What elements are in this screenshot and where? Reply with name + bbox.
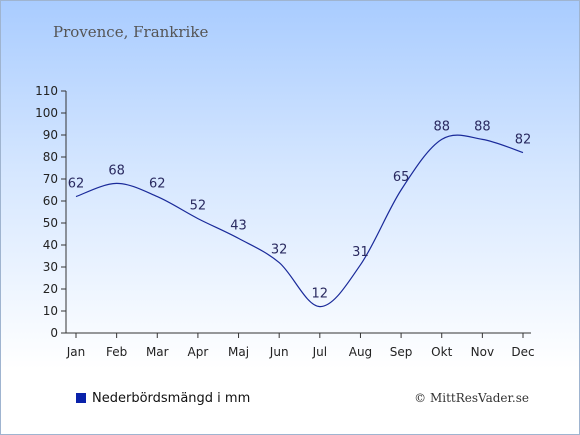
x-tick-label: Dec <box>511 345 534 359</box>
y-tick-label: 10 <box>43 304 58 318</box>
data-label: 82 <box>515 133 532 148</box>
x-tick-label: Mar <box>146 345 169 359</box>
data-label: 88 <box>474 119 491 134</box>
x-tick-label: Feb <box>106 345 127 359</box>
chart-title: Provence, Frankrike <box>53 23 209 41</box>
y-tick-label: 80 <box>43 150 58 164</box>
data-label: 32 <box>271 243 288 258</box>
data-label: 62 <box>149 177 166 192</box>
x-tick-label: Jan <box>66 345 86 359</box>
x-tick-label: Apr <box>188 345 209 359</box>
data-label: 12 <box>312 287 329 302</box>
x-tick-label: Maj <box>228 345 249 359</box>
data-label: 31 <box>352 245 369 260</box>
copyright-notice: © MittResVader.se <box>414 391 529 405</box>
legend-swatch <box>76 393 86 403</box>
data-label: 62 <box>68 177 85 192</box>
legend: Nederbördsmängd i mm <box>76 391 250 406</box>
x-tick-label: Okt <box>431 345 452 359</box>
y-tick-label: 30 <box>43 260 58 274</box>
y-tick-label: 70 <box>43 172 58 186</box>
x-tick-label: Jun <box>269 345 289 359</box>
data-label: 43 <box>230 218 247 233</box>
y-tick-label: 100 <box>35 106 58 120</box>
y-tick-label: 110 <box>35 84 58 98</box>
y-tick-label: 60 <box>43 194 58 208</box>
x-tick-label: Nov <box>471 345 494 359</box>
y-tick-label: 20 <box>43 282 58 296</box>
data-label: 68 <box>108 163 125 178</box>
y-tick-label: 90 <box>43 128 58 142</box>
y-tick-label: 0 <box>50 326 58 340</box>
series-line <box>75 134 524 308</box>
data-label: 88 <box>433 119 450 134</box>
x-tick-label: Aug <box>349 345 372 359</box>
y-tick-label: 40 <box>43 238 58 252</box>
legend-label: Nederbördsmängd i mm <box>92 391 251 406</box>
data-label: 52 <box>190 199 207 214</box>
x-tick-label: Jul <box>312 345 327 359</box>
y-tick-label: 50 <box>43 216 58 230</box>
data-label: 65 <box>393 170 410 185</box>
x-tick-label: Sep <box>390 345 413 359</box>
